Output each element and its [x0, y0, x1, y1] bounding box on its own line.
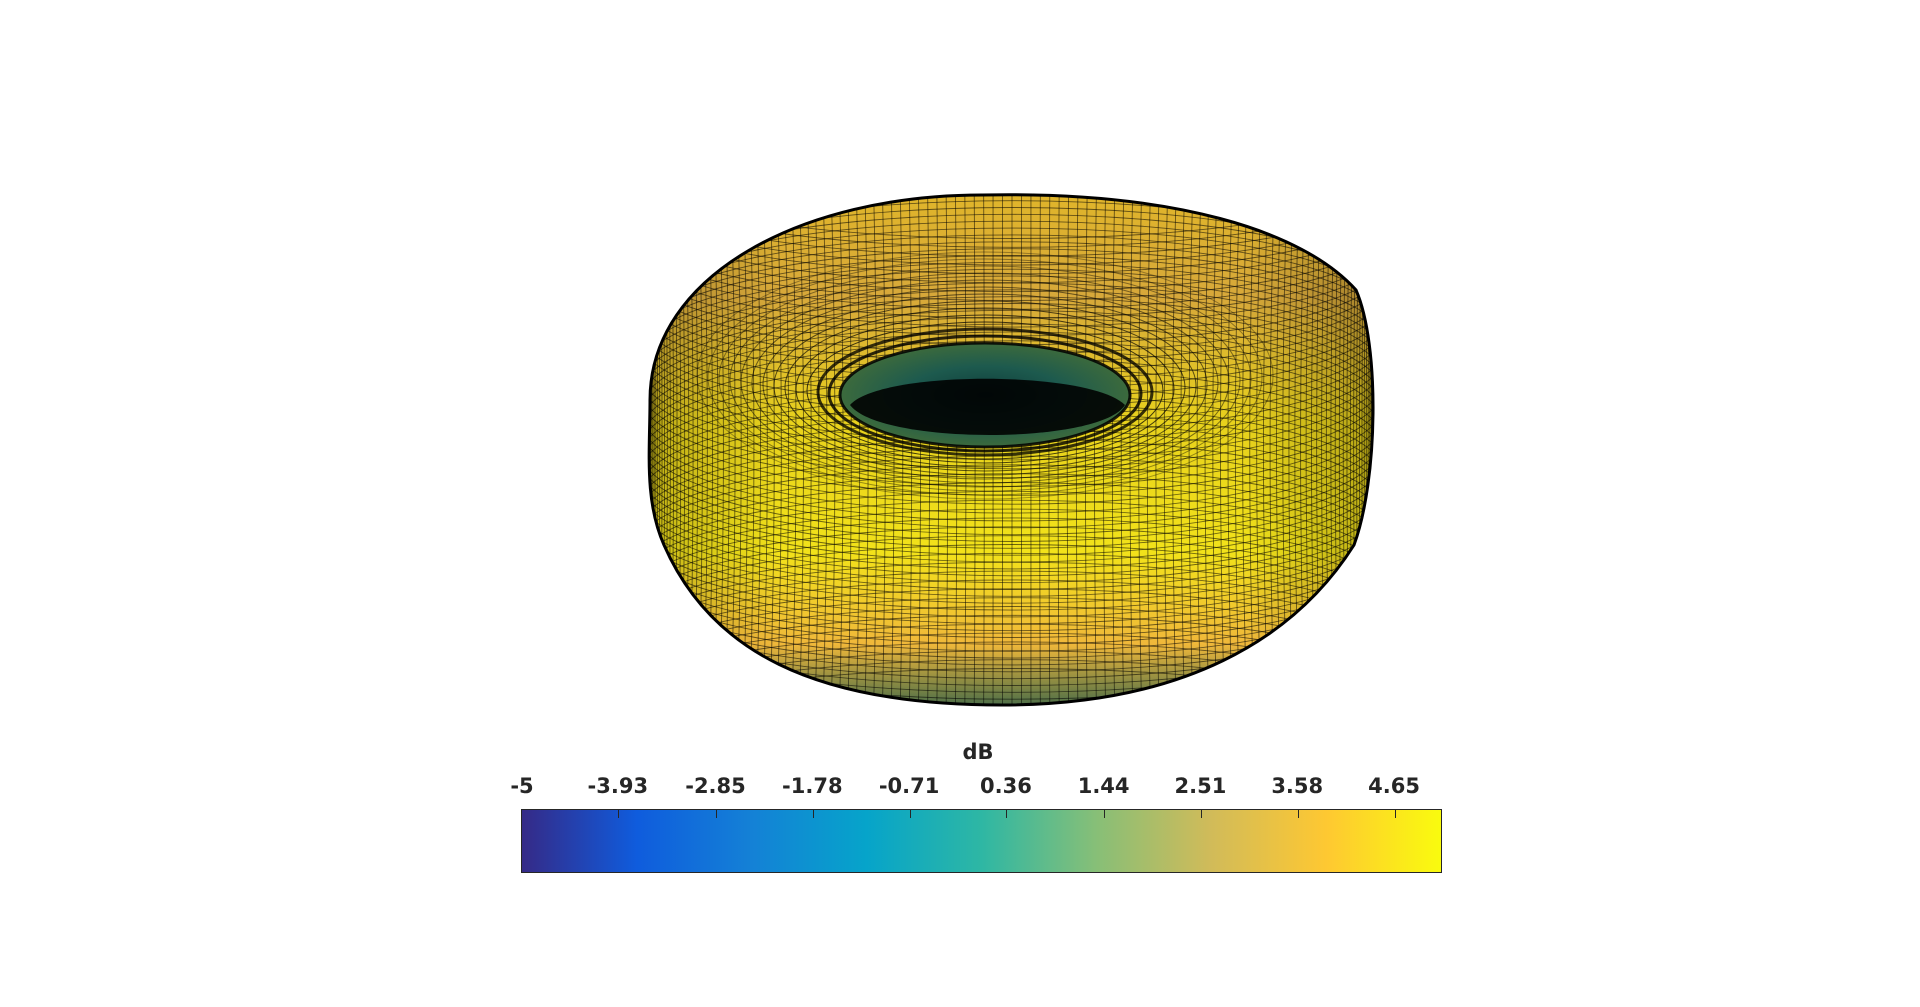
colorbar-tick-label: 0.36 — [980, 774, 1032, 798]
colorbar-tick-label: 2.51 — [1174, 774, 1227, 798]
colorbar — [521, 809, 1442, 873]
colorbar-tick-label: -2.85 — [685, 774, 746, 798]
colorbar-tick — [1006, 810, 1008, 818]
colorbar-tick — [1394, 810, 1396, 818]
inner-funnel-mesh — [696, 251, 1274, 500]
colorbar-tick-label: -0.71 — [878, 774, 940, 798]
colorbar-tick-label: -3.93 — [587, 774, 649, 798]
torus-outline — [647, 193, 1375, 707]
colorbar-tick-label: 4.65 — [1368, 774, 1420, 798]
colorbar-tick-label: 3.58 — [1271, 774, 1324, 798]
colorbar-tick — [812, 810, 814, 818]
colorbar-tick — [1297, 810, 1299, 818]
colorbar-tick — [716, 810, 717, 818]
colorbar-tick-label: -1.78 — [782, 774, 843, 798]
colorbar-title: dB — [962, 740, 994, 764]
toroidal-surface — [647, 193, 1375, 707]
colorbar-tick — [909, 810, 911, 818]
colorbar-tick — [618, 810, 620, 818]
colorbar-tick — [1104, 810, 1106, 818]
colorbar-tick-label: -5 — [510, 774, 534, 798]
inner-rim-shadow — [850, 378, 1125, 435]
colorbar-tick — [1200, 810, 1202, 818]
colorbar-tick-label: 1.44 — [1077, 774, 1130, 798]
